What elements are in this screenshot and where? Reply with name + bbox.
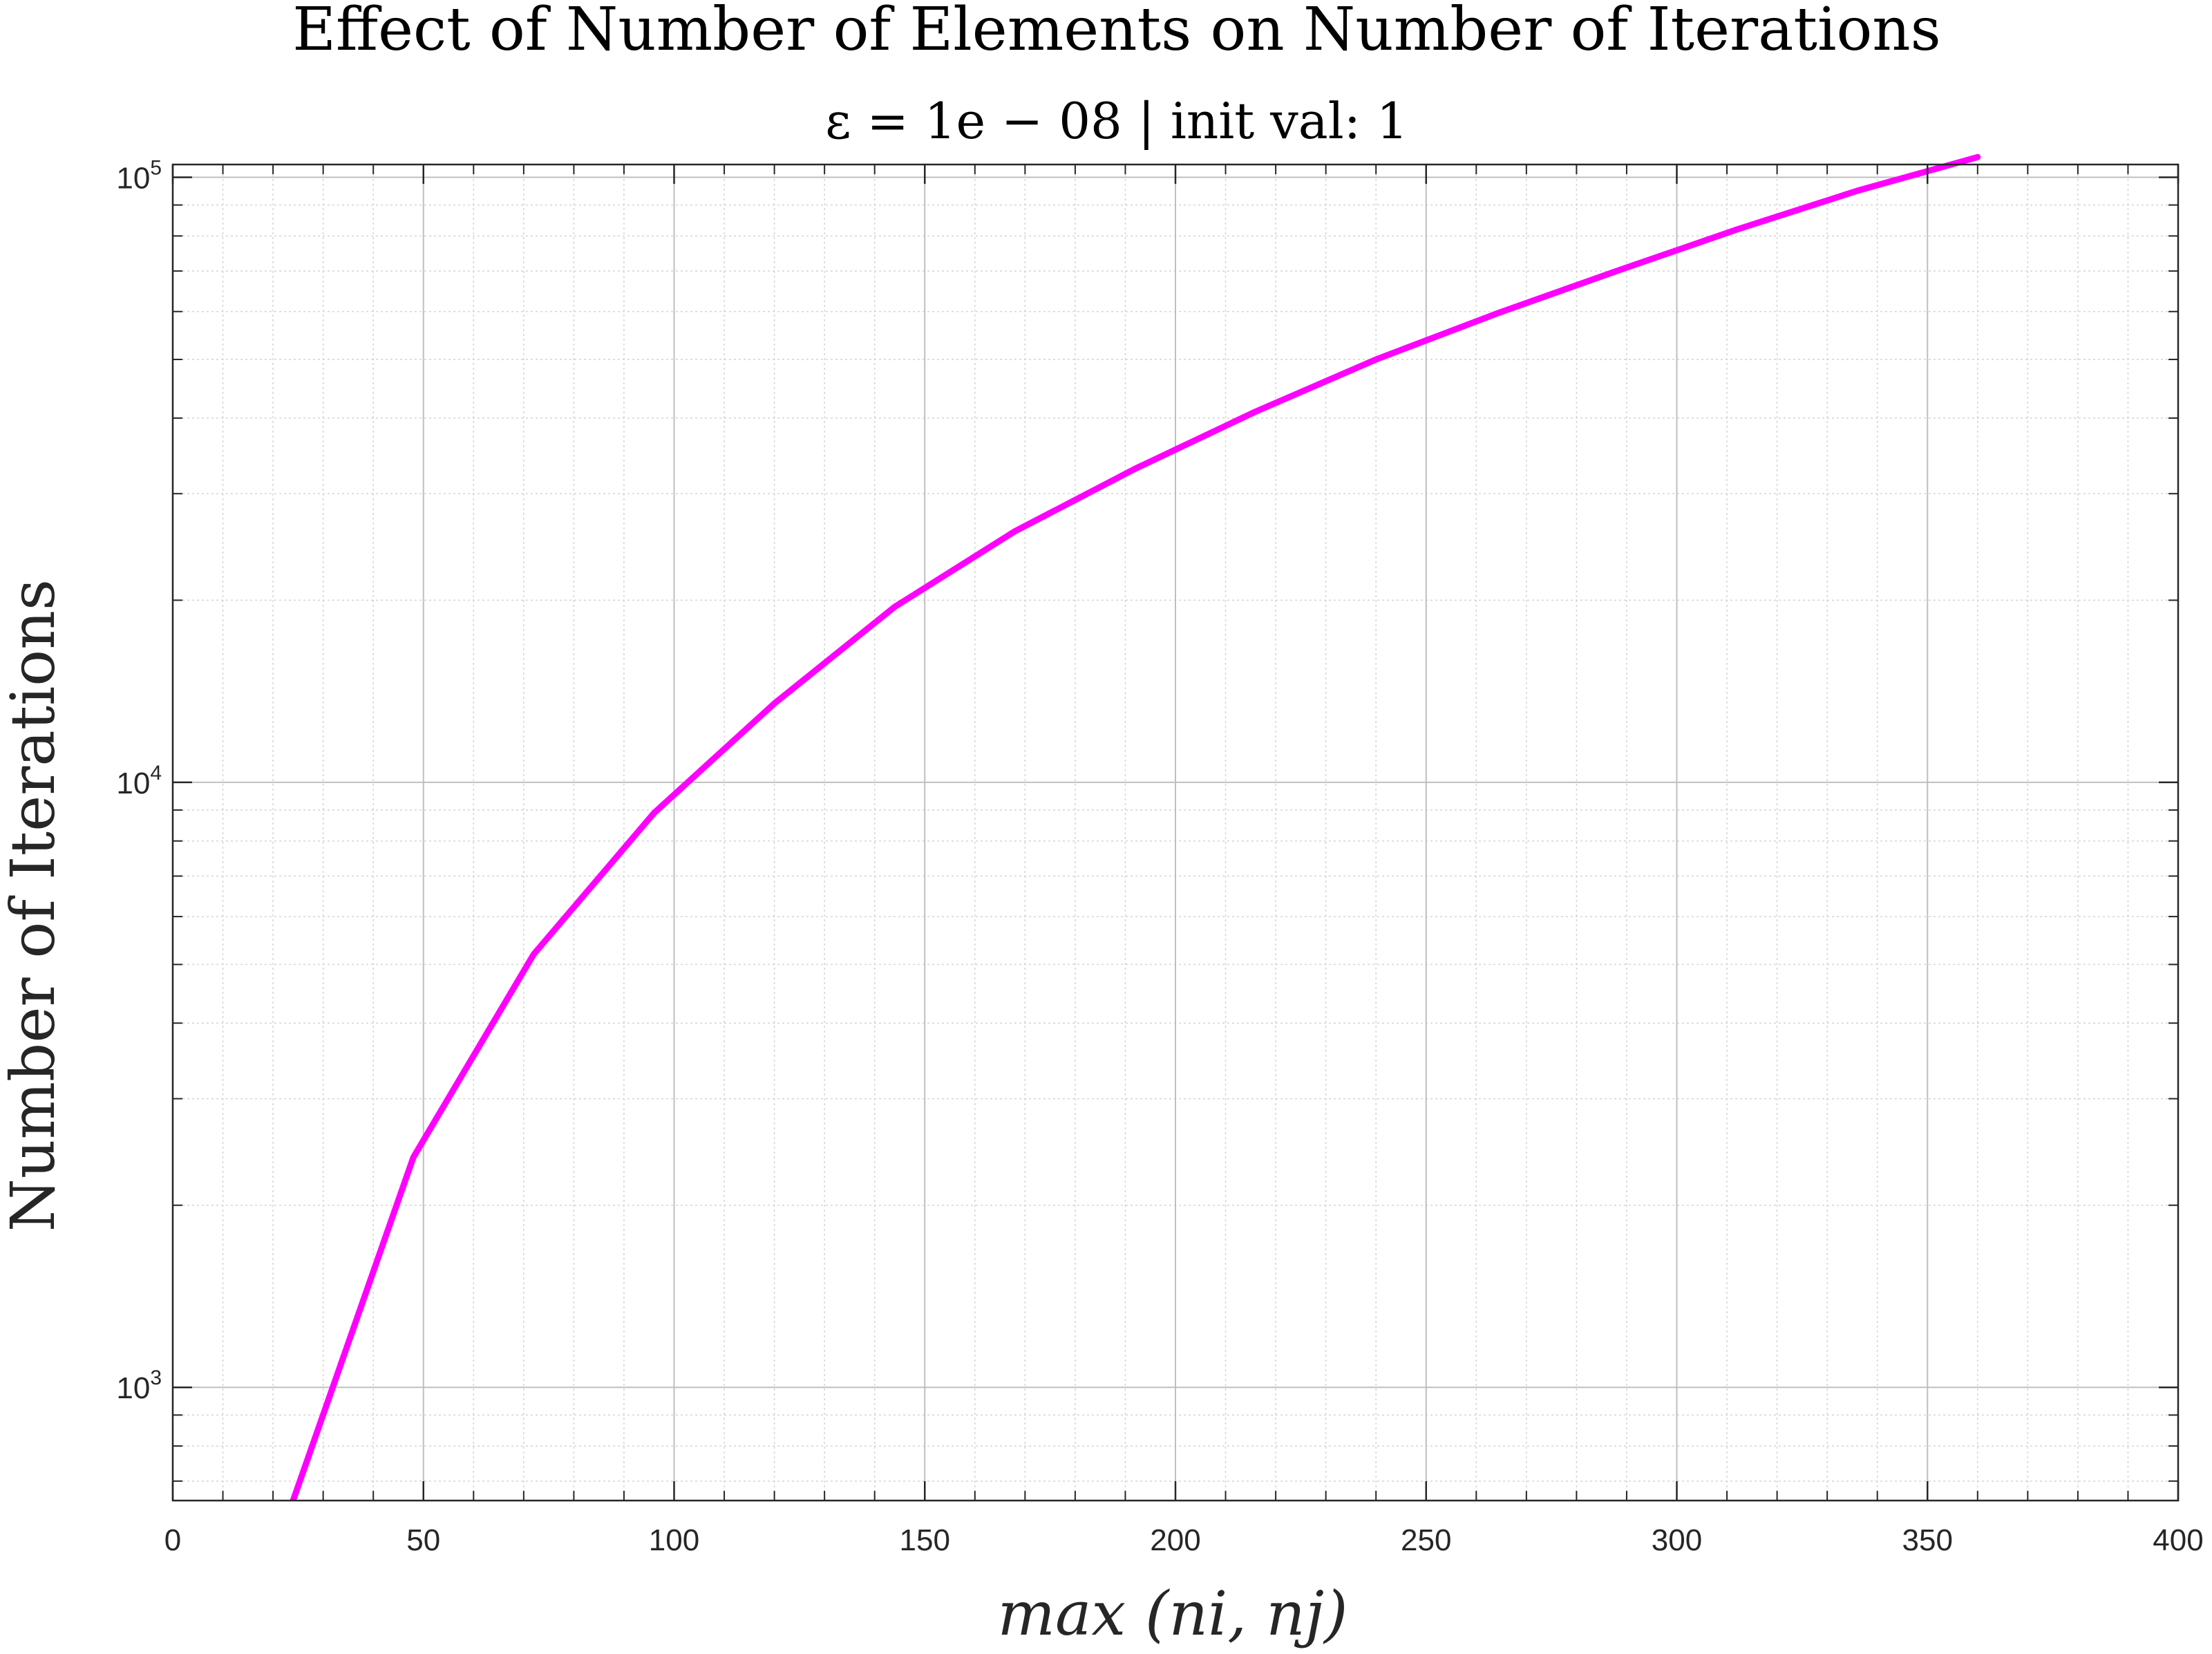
- y-tick-labels: 103 104 105: [116, 157, 162, 1406]
- y-tick-label: 104: [116, 762, 162, 800]
- x-tick-label: 250: [1401, 1523, 1451, 1557]
- grid-major: [173, 165, 2178, 1501]
- plot-area: [290, 153, 1981, 1501]
- chart-subtitle: ε = 1e − 08 | init val: 1: [825, 92, 1408, 150]
- x-tick-label: 350: [1902, 1523, 1953, 1557]
- x-tick-label: 300: [1652, 1523, 1702, 1557]
- series-line: [290, 153, 1981, 1501]
- y-tick-label: 103: [116, 1366, 162, 1405]
- x-tick-label: 50: [406, 1523, 440, 1557]
- x-tick-label: 100: [649, 1523, 699, 1557]
- x-tick-label: 150: [900, 1523, 950, 1557]
- chart-title: Effect of Number of Elements on Number o…: [292, 0, 1941, 64]
- x-tick-labels: 0 50 100 150 200 250 300 350 400: [164, 1523, 2204, 1557]
- y-axis-label: Number of Iterations: [0, 579, 68, 1232]
- x-tick-label: 0: [164, 1523, 181, 1557]
- x-axis-label: max (ni, nj): [998, 1578, 1348, 1649]
- y-tick-label: 105: [116, 157, 162, 196]
- tick-marks: [171, 165, 2180, 1501]
- x-tick-label: 200: [1150, 1523, 1200, 1557]
- x-tick-label: 400: [2153, 1523, 2203, 1557]
